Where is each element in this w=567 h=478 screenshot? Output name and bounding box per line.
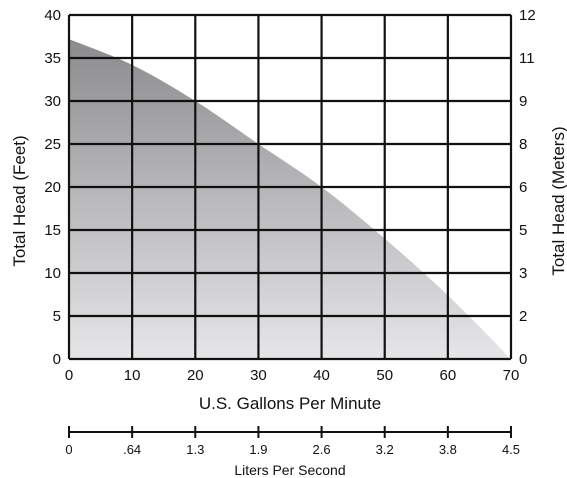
x-tick-label: 20 — [187, 367, 204, 384]
x-tick-label: 70 — [503, 367, 520, 384]
x-tick-label: 10 — [124, 367, 141, 384]
y-right-tick-label: 8 — [519, 136, 527, 153]
y-axis-title-left: Total Head (Feet) — [10, 135, 29, 266]
y-axis-title-right: Total Head (Meters) — [549, 126, 567, 275]
y-left-tick-label: 5 — [53, 308, 61, 325]
y-right-tick-label: 0 — [519, 351, 527, 368]
lps-tick-label: 0 — [65, 442, 72, 457]
y-right-tick-label: 2 — [519, 308, 527, 325]
head-curve-area — [69, 39, 511, 359]
y-right-tick-label: 12 — [519, 7, 536, 24]
y-left-tick-label: 0 — [53, 351, 61, 368]
lps-tick-label: 1.3 — [186, 442, 204, 457]
x-tick-label: 40 — [313, 367, 330, 384]
x-tick-label: 60 — [440, 367, 457, 384]
y-right-tick-label: 3 — [519, 265, 527, 282]
x-tick-label: 0 — [65, 367, 73, 384]
y-left-tick-label: 30 — [44, 93, 61, 110]
y-left-tick-label: 10 — [44, 265, 61, 282]
plot-area — [69, 39, 511, 359]
y-left-tick-label: 35 — [44, 50, 61, 67]
grid — [67, 13, 513, 361]
x-axis-ticks: 0 10 20 30 40 50 60 70 — [65, 367, 520, 384]
y-right-tick-label: 9 — [519, 93, 527, 110]
lps-tick-label: 3.2 — [376, 442, 394, 457]
lps-tick-label: 3.8 — [439, 442, 457, 457]
y-left-tick-label: 15 — [44, 222, 61, 239]
y-right-tick-label: 11 — [519, 50, 535, 67]
y-left-tick-label: 20 — [44, 179, 61, 196]
right-axis-ticks: 0 2 3 5 6 8 9 11 12 — [519, 7, 536, 368]
y-right-tick-label: 6 — [519, 179, 527, 196]
lps-tick-label: 2.6 — [313, 442, 331, 457]
x-tick-label: 50 — [376, 367, 393, 384]
y-left-tick-label: 40 — [44, 7, 61, 24]
y-left-tick-label: 25 — [44, 136, 61, 153]
liters-per-second-axis: 0 .64 1.3 1.9 2.6 3.2 3.8 4.5 — [65, 426, 520, 457]
left-axis-ticks: 0 5 10 15 20 25 30 35 40 — [44, 7, 61, 368]
x-axis-title: U.S. Gallons Per Minute — [199, 394, 381, 413]
y-right-tick-label: 5 — [519, 222, 527, 239]
lps-axis-title: Liters Per Second — [234, 462, 345, 478]
lps-tick-label: 1.9 — [249, 442, 267, 457]
lps-tick-label: .64 — [123, 442, 141, 457]
lps-tick-label: 4.5 — [502, 442, 520, 457]
x-tick-label: 30 — [250, 367, 267, 384]
